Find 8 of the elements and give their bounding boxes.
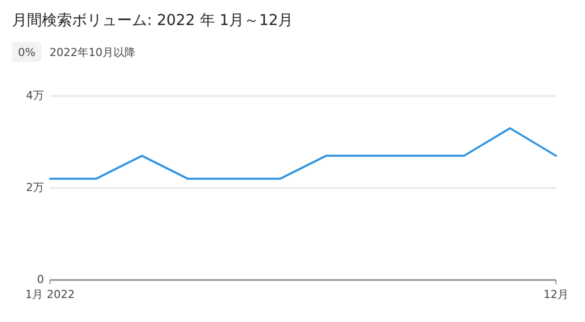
x-tick-label: 1月 2022 xyxy=(25,288,75,301)
text: 2022年10月以降 xyxy=(49,46,136,59)
y-tick-label: 2万 xyxy=(26,181,44,194)
y-tick-label: 0 xyxy=(37,273,44,286)
x-tick-label: 12月 xyxy=(544,288,568,301)
text: 0% xyxy=(18,46,36,59)
y-tick-label: 4万 xyxy=(26,89,44,102)
chart-title: 月間検索ボリューム: 2022 年 1月～12月 xyxy=(12,11,294,29)
